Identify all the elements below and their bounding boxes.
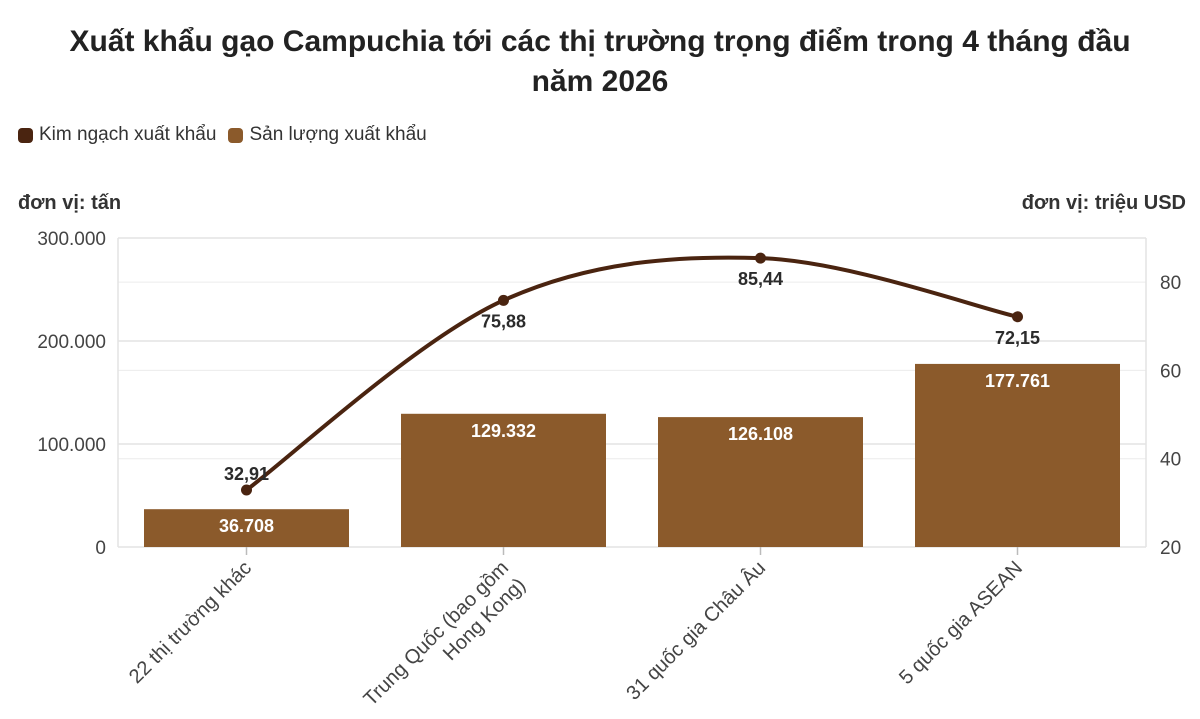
chart-title-line-2: năm 2026	[531, 65, 669, 98]
chart-legend: Kim ngạch xuất khẩu Sản lượng xuất khẩu	[18, 124, 439, 146]
x-category-label: 22 thị trường khác	[125, 557, 256, 688]
y-left-tick-label: 300.000	[37, 229, 106, 250]
y-right-tick-label: 60	[1160, 361, 1181, 382]
bar-value-label: 129.332	[471, 421, 536, 441]
y-left-tick-label: 0	[95, 538, 106, 559]
line-value-label: 75,88	[481, 311, 526, 331]
chart-title-line-1: Xuất khẩu gạo Campuchia tới các thị trườ…	[69, 25, 1131, 58]
line-value-label: 32,91	[224, 464, 269, 484]
line-point-kim-ngach	[241, 484, 252, 496]
bar-value-label: 177.761	[985, 371, 1050, 391]
x-category-label-line: Trung Quốc (bao gồm	[360, 557, 513, 710]
line-value-label: 72,15	[995, 328, 1040, 348]
line-point-kim-ngach	[1012, 311, 1023, 323]
x-category-label-line: 31 quốc gia Châu Âu	[622, 556, 770, 704]
x-category-label-line: 22 thị trường khác	[125, 557, 256, 688]
x-category-label: 5 quốc gia ASEAN	[895, 557, 1027, 689]
chart-title: Xuất khẩu gạo Campuchia tới các thị trườ…	[0, 22, 1200, 102]
y-left-tick-label: 200.000	[37, 332, 106, 353]
line-kim-ngach	[244, 255, 1020, 493]
x-category-label: Trung Quốc (bao gồmHong Kong)	[360, 557, 530, 719]
line-value-label: 85,44	[738, 269, 783, 289]
bar-san-luong	[144, 509, 349, 547]
legend-swatch-san-luong	[228, 127, 244, 143]
bar-san-luong	[401, 413, 606, 547]
line-point-kim-ngach	[498, 294, 509, 306]
legend-swatch-kim-ngach	[18, 127, 33, 143]
legend-item-san-luong[interactable]: Sản lượng xuất khẩu	[228, 124, 427, 146]
y-right-tick-label: 80	[1160, 273, 1181, 294]
legend-label-kim-ngach: Kim ngạch xuất khẩu	[39, 124, 217, 145]
legend-label-san-luong: Sản lượng xuất khẩu	[249, 124, 427, 145]
x-category-label-line: 5 quốc gia ASEAN	[895, 557, 1027, 689]
bar-value-label: 126.108	[728, 424, 793, 444]
y-right-tick-label: 40	[1160, 450, 1181, 471]
right-axis-unit: đơn vị: triệu USD	[1021, 192, 1186, 214]
y-left-tick-label: 100.000	[37, 435, 106, 456]
bar-value-label: 36.708	[219, 516, 274, 536]
legend-item-kim-ngach[interactable]: Kim ngạch xuất khẩu	[18, 124, 216, 146]
bar-san-luong	[915, 363, 1120, 547]
left-axis-unit: đơn vị: tấn	[18, 192, 122, 214]
y-right-tick-label: 20	[1160, 538, 1181, 559]
bar-san-luong	[658, 417, 863, 547]
line-point-kim-ngach	[755, 252, 766, 264]
x-category-label: 31 quốc gia Châu Âu	[622, 556, 770, 704]
